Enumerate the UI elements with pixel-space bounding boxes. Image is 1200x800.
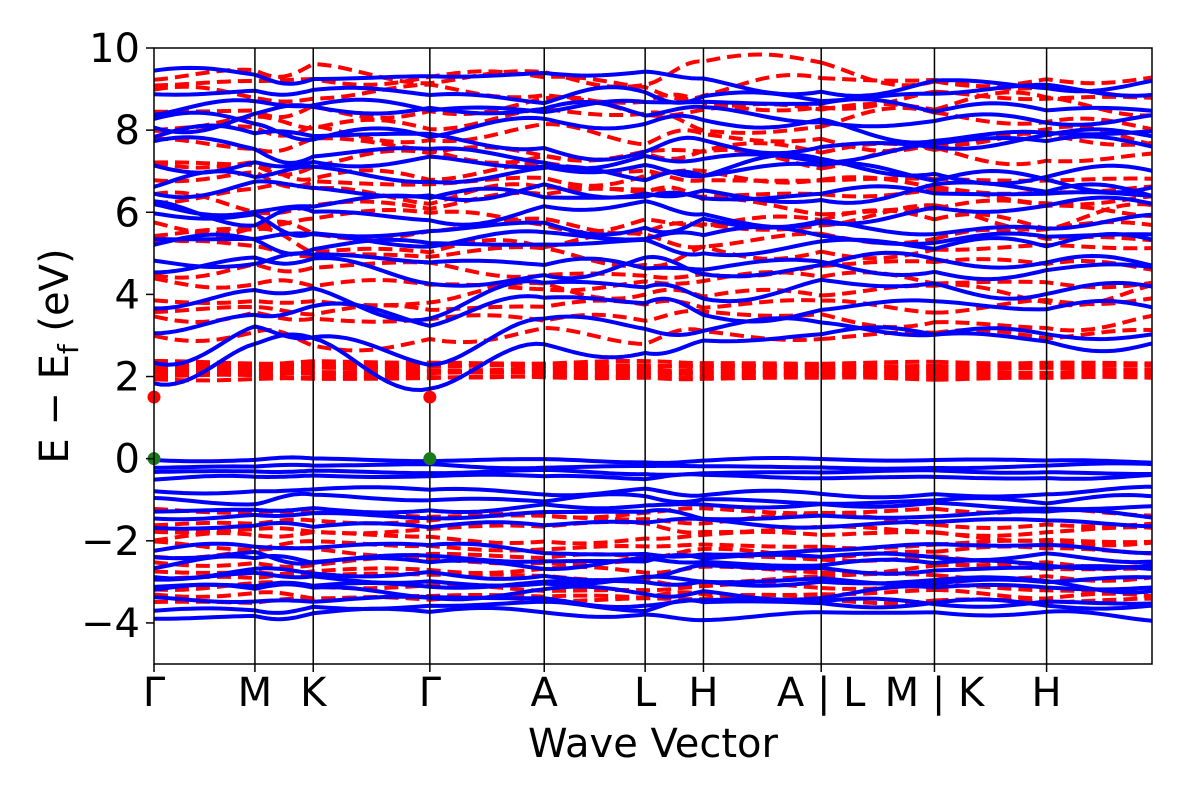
cbm-marker <box>423 390 437 404</box>
y-axis-label-suffix: (eV) <box>32 248 78 344</box>
x-tick-label: H <box>1032 670 1062 716</box>
y-tick-label: 0 <box>115 437 140 483</box>
x-axis-label: Wave Vector <box>528 721 779 767</box>
y-axis-label: E − Ef (eV) <box>32 248 85 463</box>
x-tick-label: H <box>688 670 718 716</box>
y-tick-label: 8 <box>115 108 140 154</box>
kpoint-lines <box>254 48 1048 664</box>
y-tick-label: −4 <box>81 601 140 647</box>
band-edge-markers <box>147 390 437 466</box>
y-tick-label: 2 <box>115 355 140 401</box>
x-tick-label: M <box>238 670 273 716</box>
y-axis-label-subscript: f <box>52 343 85 354</box>
x-tick-label: L <box>634 670 657 716</box>
y-tick-label: 10 <box>89 26 140 72</box>
y-tick-label: 6 <box>115 190 140 236</box>
y-tick-label: 4 <box>115 272 140 318</box>
y-tick-label: −2 <box>81 519 140 565</box>
x-tick-label: Γ <box>419 670 442 716</box>
plot-frame <box>153 47 1153 665</box>
x-tick-label: Γ <box>143 670 166 716</box>
x-tick-label: K <box>300 670 328 716</box>
x-tick-label: A | L <box>777 670 866 716</box>
vbm-marker <box>423 452 437 466</box>
x-tick-label: A <box>531 670 559 716</box>
x-tick-label: M | K <box>885 670 986 716</box>
y-axis-label-main: E − E <box>32 354 78 464</box>
y-axis: −4 −2 0 2 4 6 8 10 <box>81 26 154 647</box>
